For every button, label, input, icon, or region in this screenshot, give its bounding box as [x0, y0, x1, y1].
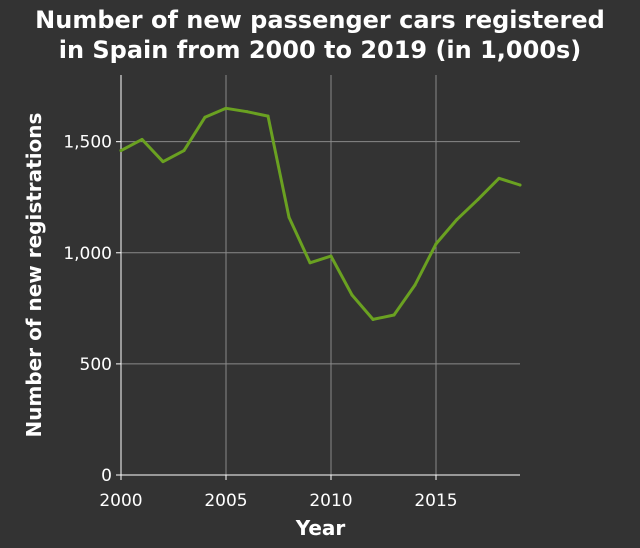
x-axis-title: Year	[295, 516, 346, 540]
y-tick-label-2: 1,000	[63, 244, 112, 264]
data-point-2016	[456, 218, 459, 221]
data-point-2014	[414, 284, 417, 287]
data-point-2003	[183, 149, 186, 152]
data-point-2008	[288, 216, 291, 219]
data-point-2017	[477, 198, 480, 201]
x-tick-label-2: 2010	[309, 491, 352, 511]
data-point-2007	[267, 115, 270, 118]
data-point-2010	[330, 255, 333, 258]
y-tick-label-3: 1,500	[63, 133, 112, 153]
data-point-2013	[393, 314, 396, 317]
data-point-2015	[435, 242, 438, 245]
data-point-2018	[498, 177, 501, 180]
data-point-2000	[120, 149, 123, 152]
data-point-2001	[141, 138, 144, 141]
y-axis-title: Number of new registrations	[22, 113, 46, 438]
data-point-2006	[246, 110, 249, 113]
data-point-2019	[519, 184, 522, 187]
y-tick-label-0: 0	[101, 466, 112, 486]
data-point-2005	[225, 107, 228, 110]
x-tick-label-1: 2005	[204, 491, 247, 511]
data-point-2004	[204, 116, 207, 119]
x-tick-label-0: 2000	[99, 491, 142, 511]
data-point-2009	[309, 261, 312, 264]
data-point-2002	[162, 160, 165, 163]
data-point-2011	[351, 294, 354, 297]
data-point-2012	[372, 318, 375, 321]
series-line-0	[121, 108, 520, 319]
y-tick-label-1: 500	[80, 355, 112, 375]
x-tick-label-3: 2015	[414, 491, 457, 511]
